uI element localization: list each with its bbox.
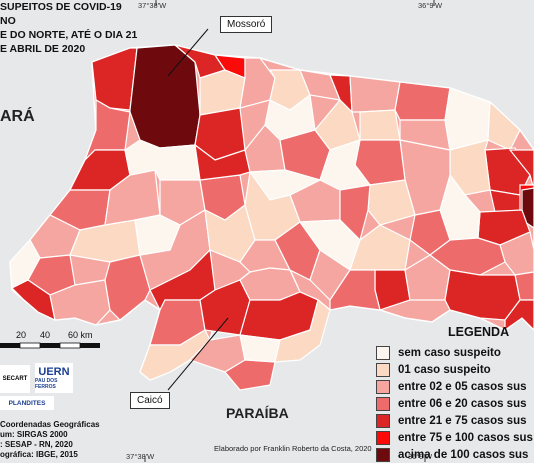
coord-top-left: 37°38'W — [138, 1, 167, 10]
coord-bottom-left: 37°38'W — [126, 452, 155, 461]
scale-tick-label: 40 — [40, 330, 51, 340]
uern-logo-text: UERN — [38, 366, 70, 378]
legend-label: entre 02 e 05 casos sus — [398, 380, 527, 393]
plandites-logo: PLANDITES — [0, 396, 54, 410]
legend-swatch — [376, 430, 390, 445]
legend-item: entre 02 e 05 casos sus — [376, 378, 534, 395]
coord-bottom-right: 36°9'W — [408, 452, 433, 461]
coord-top-right: 36°9'W — [418, 1, 443, 10]
mossoro-municipality — [129, 44, 201, 149]
legend-item: entre 21 e 75 casos sus — [376, 412, 534, 429]
secart-logo-text: SECART — [2, 376, 28, 382]
legend-item: sem caso suspeito — [376, 344, 534, 361]
legend-label: sem caso suspeito — [398, 346, 501, 359]
legend-label: entre 06 e 20 casos sus — [398, 397, 527, 410]
state-label-paraiba: PARAÍBA — [226, 405, 289, 421]
legend: sem caso suspeito 01 caso suspeito entre… — [376, 344, 534, 463]
scale-tick-label: 20 — [16, 330, 27, 340]
map-title: SUPEITOS DE COVID-19 NO E DO NORTE, ATÉ … — [0, 0, 140, 56]
mossoro-callout: Mossoró — [220, 16, 273, 33]
legend-swatch — [376, 362, 390, 377]
legend-item: acima de 100 casos sus — [376, 446, 534, 463]
scale-tick-label: 60 km — [68, 330, 93, 340]
legend-swatch — [376, 447, 390, 462]
metadata-line: Coordenadas Geográficas — [0, 420, 100, 429]
legend-label: acima de 100 casos sus — [398, 448, 529, 461]
legend-swatch — [376, 379, 390, 394]
legend-swatch — [376, 396, 390, 411]
mossoro-leader — [167, 28, 209, 77]
map-credit: Elaborado por Franklin Roberto da Costa,… — [214, 444, 372, 453]
legend-label: entre 75 e 100 casos sus — [398, 431, 533, 444]
scale-bar — [0, 342, 100, 349]
map-metadata: Coordenadas Geográficas um: SIRGAS 2000 … — [0, 420, 100, 460]
legend-label: entre 21 e 75 casos sus — [398, 414, 527, 427]
uern-logo: UERN PAU DOS FERROS — [35, 363, 73, 393]
legend-swatch — [376, 345, 390, 360]
title-line: E ABRIL DE 2020 — [0, 43, 86, 55]
legend-item: 01 caso suspeito — [376, 361, 534, 378]
metadata-line: ográfica: IBGE, 2015 — [0, 450, 78, 459]
secart-logo: SECART — [0, 365, 30, 393]
caico-callout: Caicó — [130, 392, 170, 409]
legend-item: entre 75 e 100 casos sus — [376, 429, 534, 446]
plandites-logo-text: PLANDITES — [8, 399, 46, 407]
legend-swatch — [376, 413, 390, 428]
metadata-line: : SESAP - RN, 2020 — [0, 440, 73, 449]
legend-label: 01 caso suspeito — [398, 363, 491, 376]
legend-title: LEGENDA — [448, 325, 510, 339]
metadata-line: um: SIRGAS 2000 — [0, 430, 68, 439]
uern-logo-subtext: PAU DOS FERROS — [35, 378, 58, 390]
legend-item: entre 06 e 20 casos sus — [376, 395, 534, 412]
title-line: E DO NORTE, ATÉ O DIA 21 — [0, 29, 138, 41]
state-label-ceara: ARÁ — [0, 108, 35, 125]
title-line: SUPEITOS DE COVID-19 NO — [0, 1, 122, 27]
caico-leader — [167, 317, 229, 391]
